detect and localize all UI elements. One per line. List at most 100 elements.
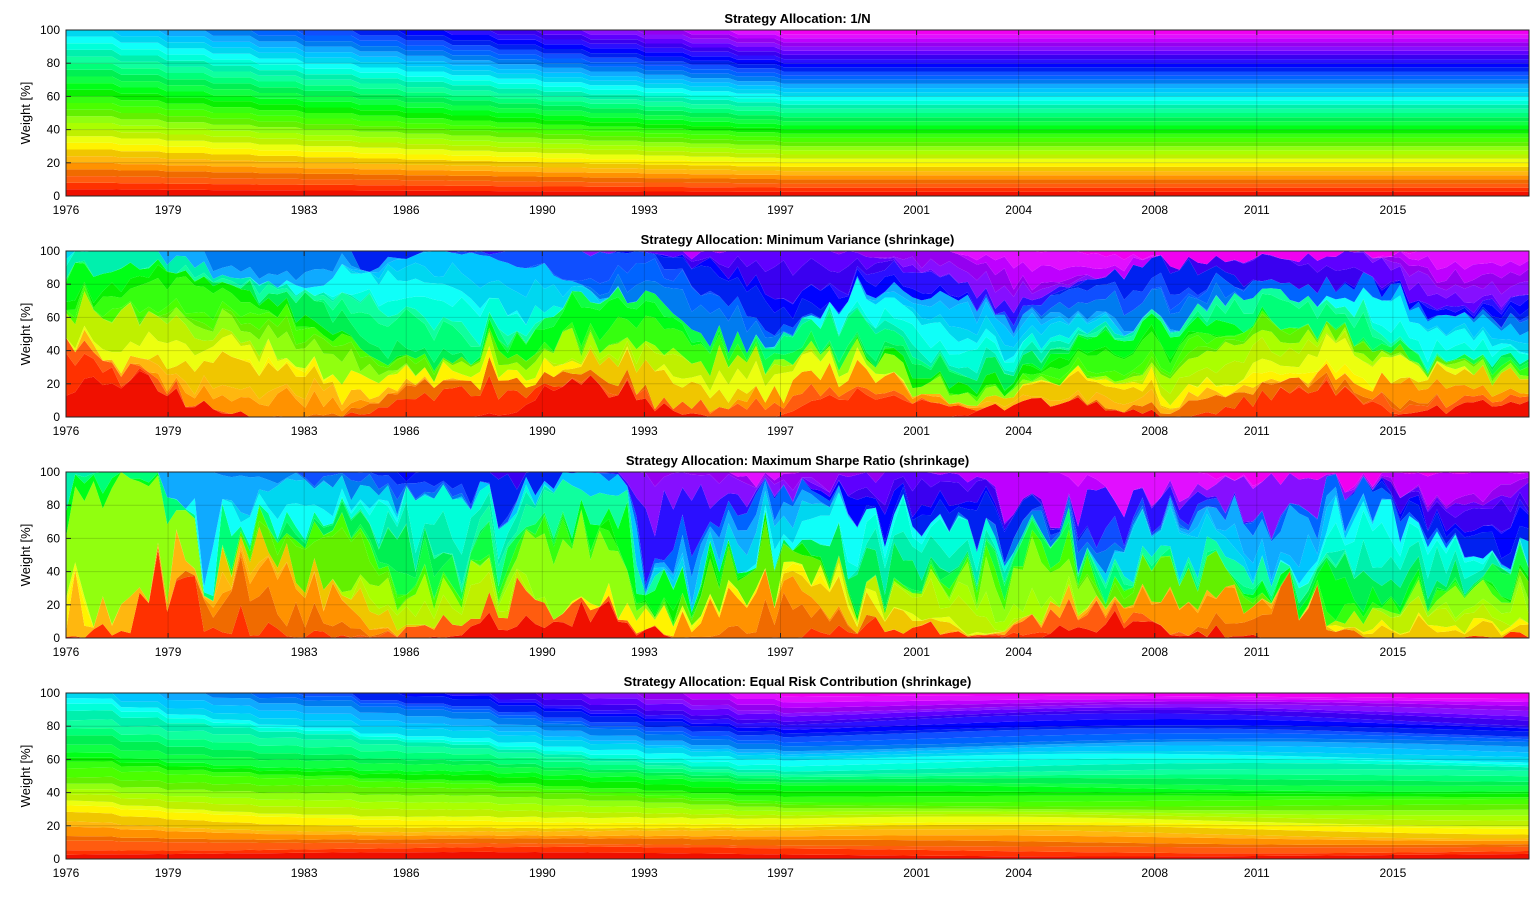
y-tick-label: 40 [47, 565, 61, 579]
area-series-12 [66, 783, 1529, 816]
x-tick-label: 2008 [1141, 203, 1168, 217]
area-series-34 [66, 472, 1529, 540]
y-tick-label: 40 [47, 786, 61, 800]
area-series-19 [66, 472, 1529, 616]
area-series-31 [66, 472, 1529, 585]
x-tick-label: 1997 [767, 203, 794, 217]
area-series-19 [66, 735, 1529, 786]
x-tick-label: 1986 [393, 203, 420, 217]
area-series-10 [66, 794, 1529, 827]
area-series-4 [66, 836, 1529, 848]
area-series-31 [66, 693, 1529, 738]
x-tick-label: 1986 [393, 866, 420, 880]
area-series-7 [66, 811, 1529, 839]
x-tick-label: 2004 [1005, 203, 1032, 217]
area-series-7 [66, 526, 1529, 638]
y-tick-label: 80 [47, 719, 61, 733]
x-tick-label: 2001 [903, 424, 930, 438]
area-series-30 [66, 30, 1529, 76]
area-series-17 [66, 472, 1529, 621]
x-tick-label: 1990 [529, 203, 556, 217]
area-series-20 [66, 728, 1529, 782]
area-series-2 [66, 182, 1529, 192]
x-tick-label: 2008 [1141, 645, 1168, 659]
area-layers [66, 472, 1529, 638]
area-series-5 [66, 162, 1529, 180]
area-series-5 [66, 337, 1529, 417]
area-series-25 [66, 30, 1529, 97]
x-tick-label: 1986 [393, 645, 420, 659]
x-tick-label: 1983 [291, 424, 318, 438]
x-tick-label: 1993 [631, 424, 658, 438]
area-series-9 [66, 136, 1529, 163]
area-series-18 [66, 472, 1529, 616]
x-tick-label: 1993 [631, 645, 658, 659]
y-axis-label: Weight [%] [18, 82, 33, 145]
y-tick-label: 20 [47, 377, 61, 391]
area-series-23 [66, 472, 1529, 613]
area-series-17 [66, 752, 1529, 794]
area-series-4 [66, 169, 1529, 184]
subplot-3: 1976 1979 1983 1986 1990 1993 1997 2001 2004 2008… [18, 453, 1530, 659]
area-series-37 [66, 472, 1529, 528]
x-tick-label: 1986 [393, 424, 420, 438]
area-series-20 [66, 259, 1529, 381]
x-tick-label: 1990 [529, 645, 556, 659]
y-tick-label: 40 [47, 123, 61, 137]
area-series-23 [66, 703, 1529, 772]
area-series-26 [66, 472, 1529, 606]
area-series-25 [66, 251, 1529, 362]
area-series-11 [66, 789, 1529, 821]
x-tick-label: 2004 [1005, 866, 1032, 880]
axes-box [65, 250, 1530, 418]
area-series-1 [66, 851, 1529, 859]
chart-title: Strategy Allocation: 1/N [724, 11, 870, 26]
area-layers [66, 693, 1529, 859]
x-tick-label: 1979 [155, 424, 182, 438]
area-series-32 [66, 30, 1529, 68]
x-tick-label: 1990 [529, 866, 556, 880]
area-series-2 [66, 353, 1529, 417]
area-series-18 [66, 76, 1529, 126]
axes-box [65, 29, 1530, 197]
area-series-32 [66, 693, 1529, 734]
y-tick-label: 100 [40, 465, 60, 479]
area-series-3 [66, 840, 1529, 854]
area-series-27 [66, 693, 1529, 755]
x-tick-label: 1997 [767, 424, 794, 438]
area-series-19 [66, 69, 1529, 122]
area-series-13 [66, 776, 1529, 811]
area-series-23 [66, 43, 1529, 105]
y-tick-label: 60 [47, 89, 61, 103]
area-series-8 [66, 805, 1529, 835]
area-series-11 [66, 291, 1529, 406]
area-series-27 [66, 472, 1529, 606]
x-tick-label: 1976 [53, 866, 80, 880]
area-series-8 [66, 526, 1529, 637]
area-series-3 [66, 176, 1529, 188]
subplot-4: 1976 1979 1983 1986 1990 1993 1997 2001 2004 2008… [18, 674, 1530, 880]
area-series-9 [66, 800, 1529, 829]
area-series-40 [66, 251, 1529, 270]
gridlines [65, 471, 1529, 639]
x-tick-label: 1976 [53, 645, 80, 659]
area-series-31 [66, 251, 1529, 336]
area-layers [66, 251, 1529, 417]
y-tick-label: 20 [47, 598, 61, 612]
area-series-15 [66, 761, 1529, 803]
area-series-2 [66, 846, 1529, 857]
area-series-28 [66, 251, 1529, 354]
area-series-31 [66, 30, 1529, 72]
area-series-13 [66, 109, 1529, 147]
y-tick-label: 40 [47, 344, 61, 358]
area-series-12 [66, 116, 1529, 151]
y-tick-label: 0 [53, 410, 60, 424]
y-tick-label: 0 [53, 189, 60, 203]
area-series-26 [66, 693, 1529, 758]
x-tick-label: 1976 [53, 203, 80, 217]
area-series-36 [66, 472, 1529, 540]
area-series-35 [66, 693, 1529, 722]
x-tick-label: 1976 [53, 424, 80, 438]
y-tick-label: 0 [53, 631, 60, 645]
